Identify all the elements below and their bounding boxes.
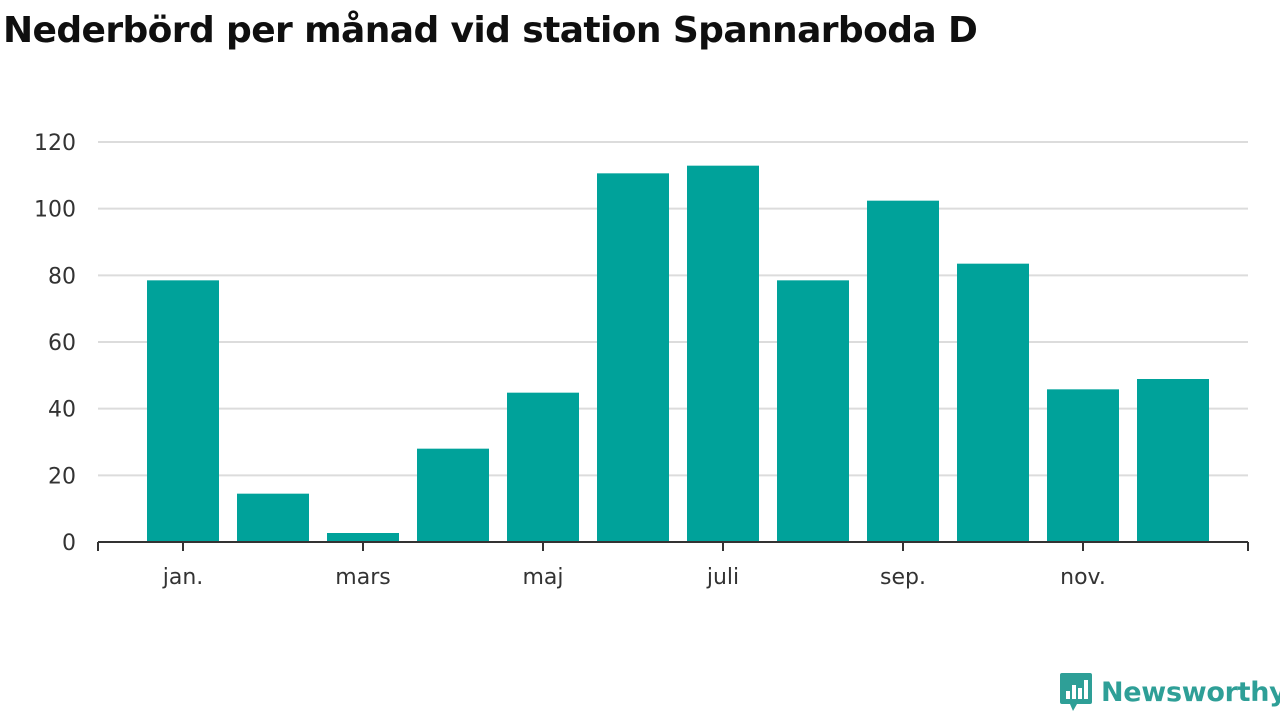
x-axis: jan. mars maj juli sep. nov. [97, 541, 1249, 590]
y-tick-label: 80 [48, 264, 76, 289]
brand-name: Newsworthy [1101, 676, 1280, 708]
x-tick-label: juli [706, 565, 739, 590]
x-tick-label: nov. [1060, 565, 1106, 590]
bar-mars [327, 533, 399, 542]
bar-sep [867, 200, 939, 542]
bar-maj [507, 392, 579, 542]
y-axis: 0 20 40 60 80 100 120 [34, 131, 76, 556]
brand-logo: Newsworthy [1059, 671, 1280, 713]
x-tick-label: sep. [880, 565, 926, 590]
x-tick-label: maj [522, 565, 563, 590]
x-tick-label: mars [335, 565, 390, 590]
y-tick-label: 0 [62, 531, 76, 556]
bar-feb [237, 493, 309, 542]
y-tick-label: 120 [34, 131, 76, 156]
bar-juni [597, 173, 669, 543]
bar-april [417, 448, 489, 542]
bar-nov [1047, 389, 1119, 542]
y-tick-label: 40 [48, 398, 76, 423]
bar-aug [777, 280, 849, 542]
bar-dec [1137, 379, 1209, 542]
y-tick-label: 60 [48, 331, 76, 356]
newsworthy-logo-icon [1060, 673, 1092, 711]
bar-jan [147, 280, 219, 542]
y-tick-label: 100 [34, 198, 76, 223]
chart-title: Nederbörd per månad vid station Spannarb… [3, 10, 978, 51]
x-tick-label: jan. [162, 565, 204, 590]
bar-okt [957, 263, 1029, 542]
gridlines [98, 141, 1248, 477]
y-tick-label: 20 [48, 464, 76, 489]
bars [147, 165, 1209, 543]
bar-juli [687, 165, 759, 542]
